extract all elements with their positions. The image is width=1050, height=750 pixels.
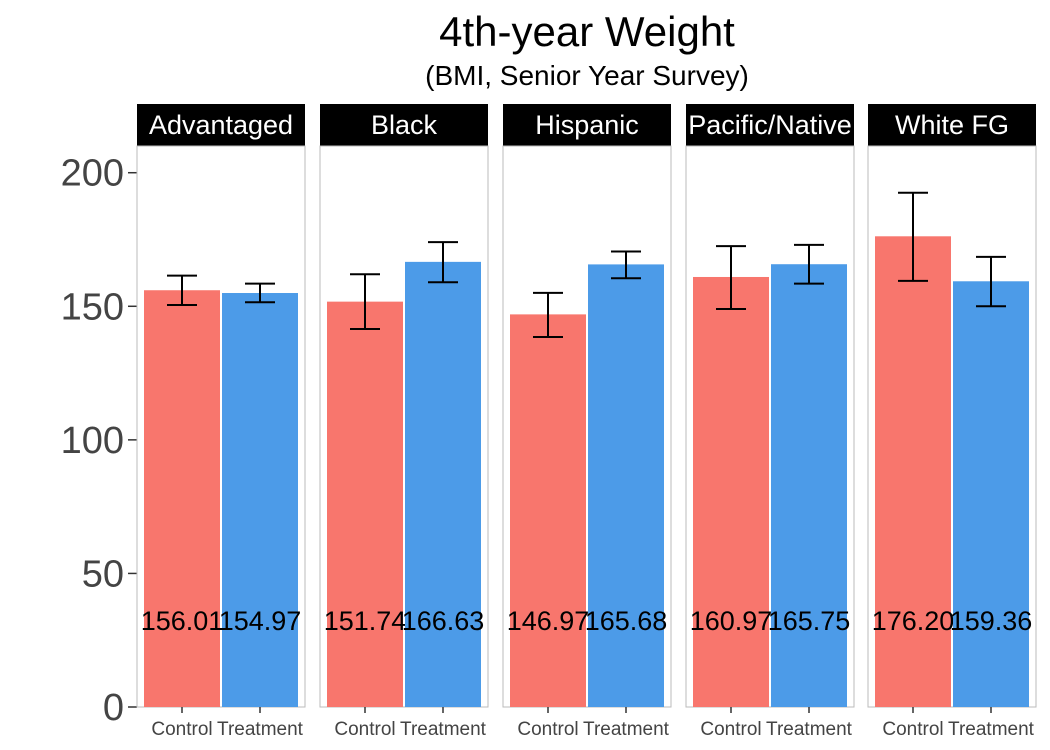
x-tick-label: Treatment xyxy=(948,719,1035,740)
bar-treatment xyxy=(771,264,847,707)
error-bar xyxy=(976,255,1006,308)
error-bar xyxy=(898,191,928,282)
y-tick-label: 100 xyxy=(61,420,124,462)
bar-control xyxy=(693,276,769,707)
bar-control xyxy=(144,290,220,707)
panel-border xyxy=(867,145,1037,708)
data-label: 160.97 xyxy=(690,606,773,636)
bar-control xyxy=(327,301,403,707)
facet-strip-label: White FG xyxy=(895,110,1009,140)
x-tick-label: Treatment xyxy=(400,719,487,740)
facet-panel-black: Black 151.74 Control 166.63 Treatment xyxy=(319,104,489,740)
x-tick-label: Treatment xyxy=(766,719,853,740)
facet-strip xyxy=(320,104,488,146)
error-bar xyxy=(167,274,197,306)
error-bar xyxy=(428,241,458,284)
data-label: 165.68 xyxy=(585,606,668,636)
data-label: 156.01 xyxy=(141,606,224,636)
facet-strip-label: Advantaged xyxy=(149,110,293,140)
x-tick-label: Treatment xyxy=(217,719,304,740)
x-tick-label: Control xyxy=(882,719,943,740)
x-tick-label: Control xyxy=(517,719,578,740)
data-label: 146.97 xyxy=(507,606,590,636)
bar-treatment xyxy=(222,293,298,707)
x-tick-label: Control xyxy=(700,719,761,740)
bar-treatment xyxy=(588,264,664,707)
error-bar xyxy=(611,250,641,280)
data-label: 154.97 xyxy=(219,606,302,636)
data-label: 151.74 xyxy=(324,606,407,636)
error-bar xyxy=(794,243,824,285)
data-label: 165.75 xyxy=(768,606,851,636)
facet-panel-white-fg: White FG 176.20 Control 159.36 Treatment xyxy=(867,104,1037,740)
facet-strip xyxy=(137,104,305,146)
x-tick-label: Treatment xyxy=(583,719,670,740)
bar-treatment xyxy=(953,281,1029,707)
facet-panels: Advantaged156.01Control154.97TreatmentBl… xyxy=(136,104,1037,740)
chart-subtitle: (BMI, Senior Year Survey) xyxy=(425,60,749,91)
data-label: 176.20 xyxy=(872,606,955,636)
y-tick-label: 50 xyxy=(82,553,124,595)
error-bar xyxy=(716,245,746,310)
bar-treatment xyxy=(405,261,481,707)
error-bar xyxy=(533,291,563,339)
error-bar xyxy=(245,282,275,304)
panel-border xyxy=(136,145,306,708)
facet-strip xyxy=(686,104,854,146)
facet-strip xyxy=(503,104,671,146)
x-tick-label: Control xyxy=(334,719,395,740)
bar-control xyxy=(510,314,586,707)
chart-title: 4th-year Weight xyxy=(439,8,735,55)
facet-strip-label: Hispanic xyxy=(535,110,639,140)
facet-panel-advantaged: Advantaged 156.01 Control 154.97 Treatment xyxy=(136,104,306,740)
facet-strip-label: Black xyxy=(371,110,438,140)
y-axis: 0 50 100 150 200 xyxy=(61,153,137,729)
x-tick-label: Control xyxy=(151,719,212,740)
y-tick-label: 200 xyxy=(61,153,124,195)
y-tick-label: 150 xyxy=(61,286,124,328)
facet-strip-label: Pacific/Native xyxy=(688,110,852,140)
data-label: 159.36 xyxy=(950,606,1033,636)
facet-strip xyxy=(868,104,1036,146)
panel-border xyxy=(319,145,489,708)
panel-border xyxy=(502,145,672,708)
data-label: 166.63 xyxy=(402,606,485,636)
panel-border xyxy=(685,145,855,708)
facet-panel-pacific-native: Pacific/Native 160.97 Control 165.75 Treatme… xyxy=(685,104,855,740)
bar-control xyxy=(875,236,951,707)
y-tick-label: 0 xyxy=(103,687,124,729)
facet-panel-hispanic: Hispanic 146.97 Control 165.68 Treatment xyxy=(502,104,672,740)
error-bar xyxy=(350,273,380,330)
